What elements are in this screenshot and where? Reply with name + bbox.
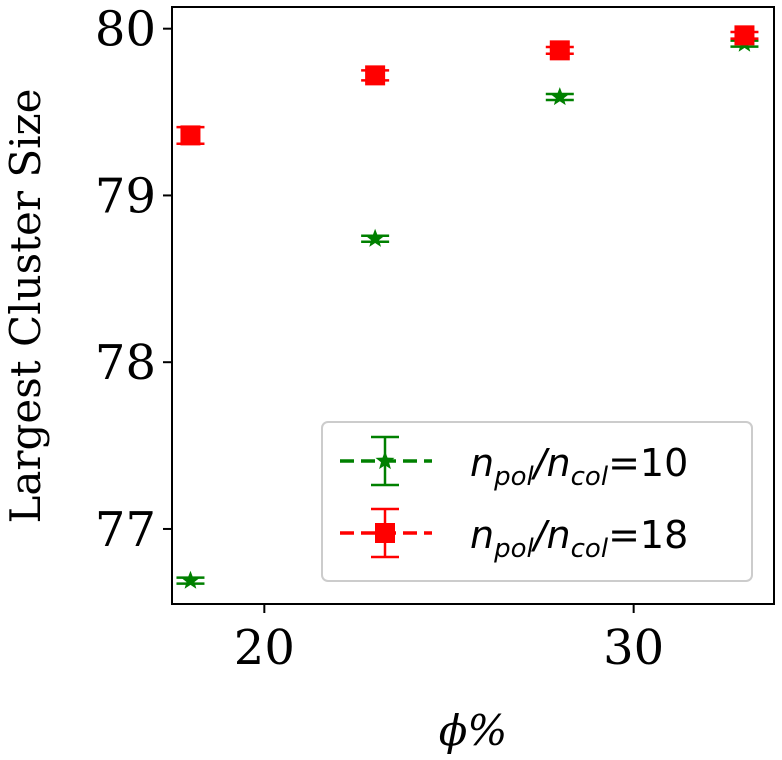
- data-point: [365, 65, 386, 86]
- y-axis-label: Largest Cluster Size: [1, 88, 50, 523]
- x-axis-ticks: 20 30: [234, 604, 664, 676]
- y-axis-ticks: 77 78 79 80: [95, 2, 172, 558]
- x-tick-label: 20: [234, 620, 295, 676]
- y-tick-label: 80: [95, 2, 156, 58]
- x-axis-label: ϕ%: [439, 706, 508, 755]
- legend-entry-series-2: npol/ncol=18: [470, 513, 688, 564]
- data-point: [365, 228, 385, 247]
- data-series: [176, 25, 759, 589]
- plot-frame: [171, 6, 775, 605]
- legend-marker: [375, 523, 395, 543]
- x-tick-label: 30: [603, 620, 664, 676]
- data-point: [181, 570, 200, 589]
- legend-handle-series-2: [340, 507, 432, 559]
- y-tick-label: 77: [95, 502, 156, 558]
- legend: npol/ncol=10 npol/ncol=18: [321, 421, 753, 582]
- data-point: [550, 87, 570, 106]
- data-point: [180, 125, 201, 146]
- legend-handle-series-1: [340, 435, 432, 487]
- legend-entry-series-1: npol/ncol=10: [470, 441, 688, 492]
- y-tick-label: 78: [95, 335, 156, 391]
- y-tick-label: 79: [95, 168, 156, 224]
- data-point: [734, 25, 755, 46]
- series-2: [176, 25, 759, 146]
- data-point: [549, 40, 570, 61]
- legend-marker: [375, 451, 395, 470]
